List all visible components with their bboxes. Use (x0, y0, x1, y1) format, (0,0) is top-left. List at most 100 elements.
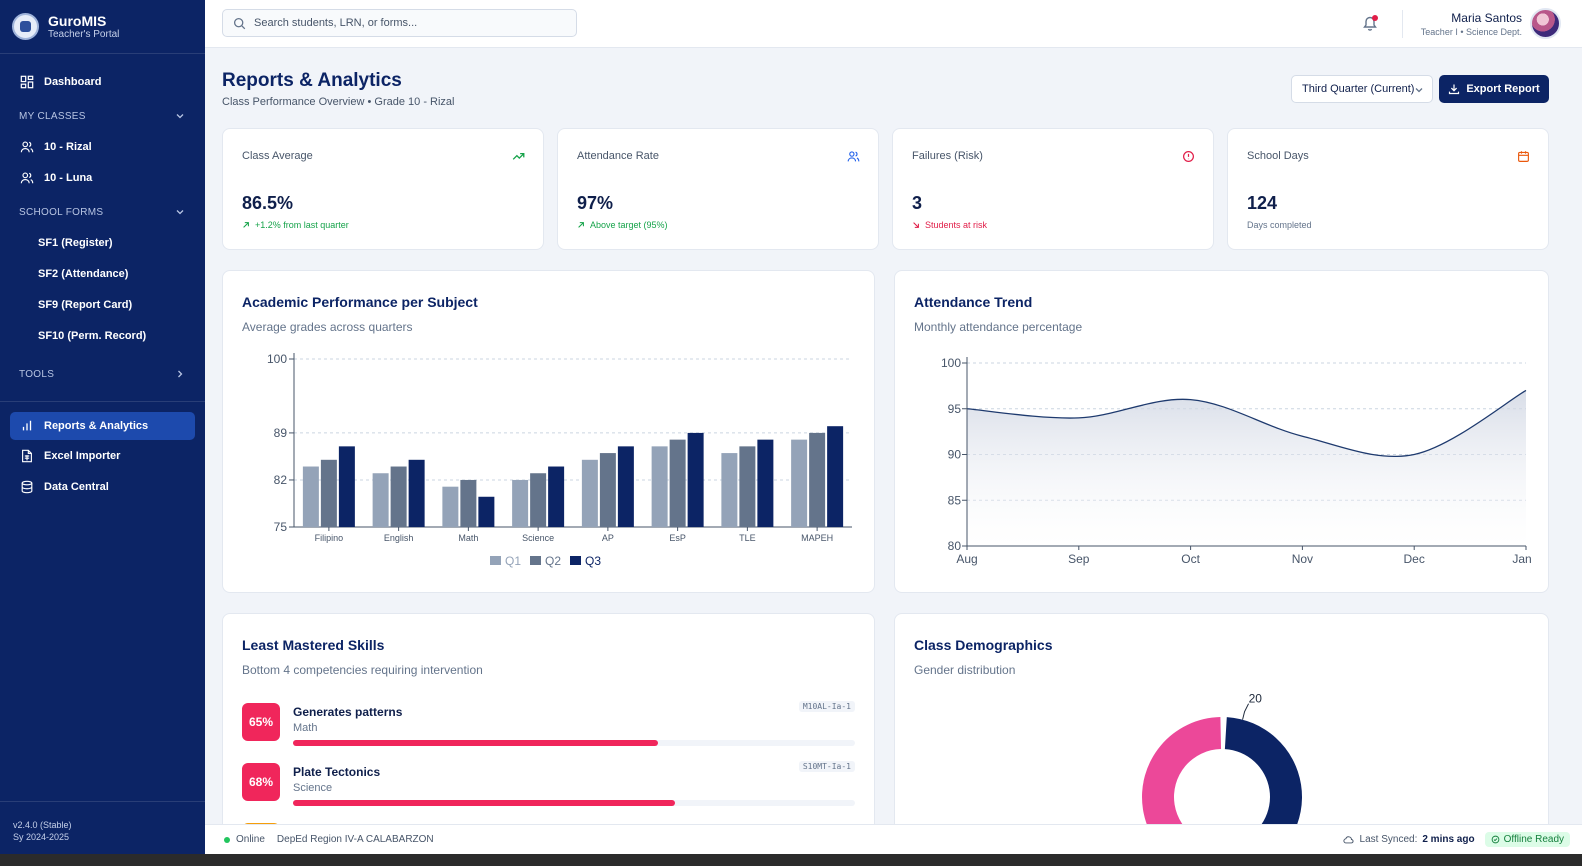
search-box[interactable] (222, 9, 577, 37)
sidebar-item-reports[interactable]: Reports & Analytics (10, 412, 195, 440)
notification-dot (1372, 15, 1378, 21)
section-school-forms[interactable]: SCHOOL FORMS (0, 197, 205, 227)
sidebar-item-label: Data Central (44, 480, 109, 493)
kpi-note-text: +1.2% from last quarter (255, 220, 349, 230)
bar-q3 (757, 439, 774, 527)
sidebar-item-dashboard[interactable]: Dashboard (0, 66, 205, 97)
sidebar-item-sf1[interactable]: SF1 (Register) (38, 236, 113, 249)
arrow-down-right-icon (913, 222, 919, 228)
skill-item[interactable]: 68% Plate Tectonics Science S10MT-Ia-1 (242, 761, 855, 813)
online-indicator (224, 836, 230, 843)
attendance-area (967, 390, 1526, 546)
school-logo (12, 13, 39, 40)
bar-q1 (302, 466, 319, 527)
user-name: Maria Santos (1451, 11, 1522, 25)
bar-q2 (599, 453, 616, 527)
section-label: TOOLS (19, 368, 55, 380)
skill-percent-badge: 65% (242, 703, 280, 741)
y-tick-label: 100 (267, 352, 287, 366)
export-report-button[interactable]: Export Report (1439, 75, 1549, 103)
bar-q3 (548, 466, 565, 527)
sidebar-item-excel-importer[interactable]: Excel Importer (0, 440, 205, 471)
x-tick-label: English (384, 533, 414, 543)
bar-q2 (739, 446, 756, 527)
sidebar-item-sf10[interactable]: SF10 (Perm. Record) (38, 329, 147, 342)
sidebar-item-class-luna[interactable]: 10 - Luna (0, 162, 205, 193)
arrow-up-right-icon (578, 222, 584, 228)
x-tick-label: Aug (956, 552, 977, 566)
kpi-attendance-rate: Attendance Rate 97% Above target (95%) (557, 128, 879, 250)
avatar[interactable] (1530, 8, 1561, 39)
card-title: Class Demographics (914, 637, 1053, 653)
x-tick-label: AP (602, 533, 614, 543)
skill-progress-track (293, 740, 855, 746)
chevron-down-icon (1415, 88, 1423, 93)
kpi-school-days: School Days 124 Days completed (1227, 128, 1549, 250)
kpi-label: Attendance Rate (577, 150, 659, 162)
attendance-line (966, 389, 1527, 458)
kpi-failures-risk: Failures (Risk) 3 Students at risk (892, 128, 1214, 250)
kpi-note: Students at risk (912, 220, 987, 230)
section-my-classes[interactable]: MY CLASSES (0, 101, 205, 131)
sidebar-item-label: Excel Importer (44, 449, 121, 462)
skill-name: Plate Tectonics (293, 765, 381, 779)
legend-swatch (530, 556, 541, 565)
skill-subject: Math (293, 722, 318, 734)
card-subtitle: Monthly attendance percentage (914, 320, 1083, 334)
offline-ready-badge: Offline Ready (1484, 832, 1570, 847)
donut-label-line (1242, 703, 1250, 720)
users-icon (847, 151, 860, 162)
donut-slice-female (1142, 717, 1222, 832)
chevron-down-icon (176, 114, 184, 119)
legend-swatch (570, 556, 581, 565)
bar-chart-icon (22, 420, 32, 431)
bar-q1 (581, 459, 598, 527)
kpi-value: 124 (1247, 193, 1278, 213)
brand[interactable]: GuroMIS Teacher's Portal (0, 0, 205, 54)
card-title: Academic Performance per Subject (242, 294, 478, 310)
users-icon (20, 141, 34, 152)
card-subtitle: Gender distribution (914, 663, 1016, 677)
card-subtitle: Average grades across quarters (242, 320, 413, 334)
y-tick-label: 75 (274, 520, 288, 534)
sync-value: 2 mins ago (1422, 834, 1475, 845)
kpi-note-text: Above target (95%) (590, 220, 668, 230)
demographics-card: Class Demographics Gender distribution 2… (894, 613, 1549, 833)
x-tick-label: Nov (1292, 552, 1313, 566)
sidebar-item-sf2[interactable]: SF2 (Attendance) (38, 267, 129, 280)
sidebar-item-class-rizal[interactable]: 10 - Rizal (0, 131, 205, 162)
kpi-label: Failures (Risk) (912, 150, 983, 162)
legend-label: Q3 (585, 554, 601, 568)
legend-swatch (490, 556, 501, 565)
search-icon (233, 17, 246, 29)
connection-status: Online (236, 834, 265, 845)
kpi-note-text: Students at risk (925, 220, 988, 230)
sidebar-nav: Dashboard MY CLASSES 10 - Rizal 10 - Lun… (0, 54, 205, 502)
card-title: Least Mastered Skills (242, 637, 385, 653)
search-input[interactable] (254, 17, 554, 29)
x-tick-label: Science (522, 533, 554, 543)
sidebar-item-sf9[interactable]: SF9 (Report Card) (38, 298, 133, 311)
sidebar: GuroMIS Teacher's Portal Dashboard MY CL… (0, 0, 205, 866)
alert-circle-icon (1183, 151, 1194, 162)
quarter-select[interactable]: Third Quarter (Current) (1291, 75, 1433, 103)
x-tick-label: Filipino (315, 533, 344, 543)
x-tick-label: Oct (1181, 552, 1200, 566)
user-info[interactable]: Maria Santos Teacher I • Science Dept. (1421, 11, 1522, 39)
sidebar-item-data-central[interactable]: Data Central (0, 471, 205, 502)
kpi-note: +1.2% from last quarter (242, 220, 349, 230)
bar-q1 (372, 473, 389, 527)
topbar: Maria Santos Teacher I • Science Dept. (205, 0, 1582, 48)
sync-info: Last Synced: 2 mins ago Offline Ready (1342, 832, 1570, 847)
skill-item[interactable]: 65% Generates patterns Math M10AL-Ia-1 (242, 701, 855, 753)
x-tick-label: MAPEH (801, 533, 833, 543)
bar-q2 (460, 479, 477, 527)
kpi-note: Above target (95%) (577, 220, 668, 230)
chevron-right-icon (178, 370, 183, 378)
sidebar-item-label: Dashboard (44, 75, 102, 88)
skill-code: M10AL-Ia-1 (798, 701, 855, 712)
bar-q3 (687, 432, 704, 527)
y-tick-label: 89 (274, 426, 288, 440)
section-tools[interactable]: TOOLS (0, 359, 205, 389)
x-tick-label: EsP (669, 533, 686, 543)
